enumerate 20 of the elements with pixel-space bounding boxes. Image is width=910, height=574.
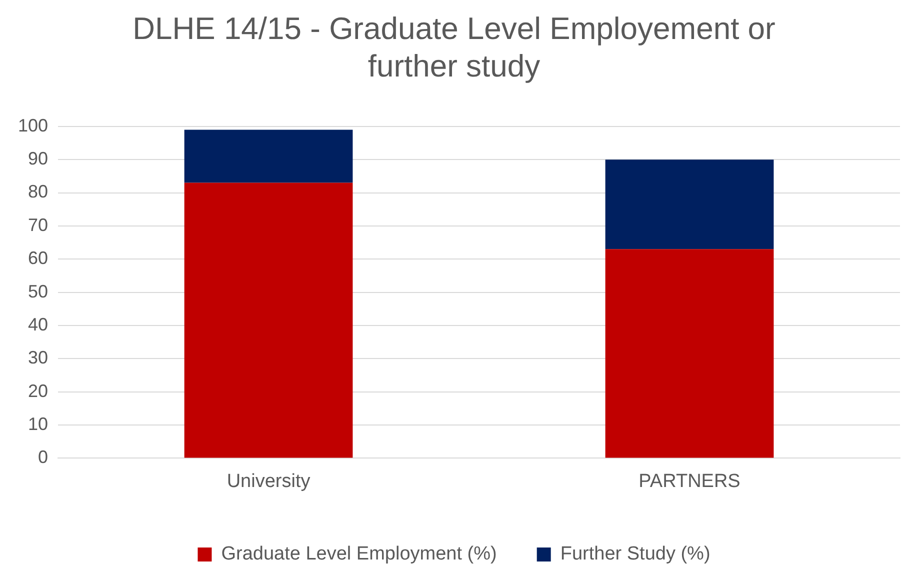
chart-title: DLHE 14/15 - Graduate Level Employement or further study	[132, 11, 776, 84]
y-tick-label: 80	[28, 182, 48, 202]
y-tick-label: 70	[28, 214, 48, 235]
x-tick-label: University	[226, 470, 311, 492]
bar	[605, 249, 774, 458]
bar	[605, 160, 774, 250]
y-tick-label: 100	[18, 115, 48, 136]
bar	[184, 130, 353, 183]
legend-label: Graduate Level Employment (%)	[221, 544, 497, 565]
y-tick-label: 50	[28, 281, 48, 302]
y-tick-label: 10	[28, 414, 48, 434]
y-tick-label: 20	[28, 380, 48, 401]
y-tick-label: 30	[28, 348, 48, 368]
y-tick-label: 40	[28, 314, 48, 334]
x-tick-label: PARTNERS	[638, 470, 740, 492]
y-tick-label: 60	[28, 248, 48, 268]
y-tick-label: 0	[38, 447, 48, 468]
legend-label: Further Study (%)	[560, 544, 710, 565]
bar	[184, 182, 353, 458]
y-tick-label: 90	[28, 148, 48, 169]
